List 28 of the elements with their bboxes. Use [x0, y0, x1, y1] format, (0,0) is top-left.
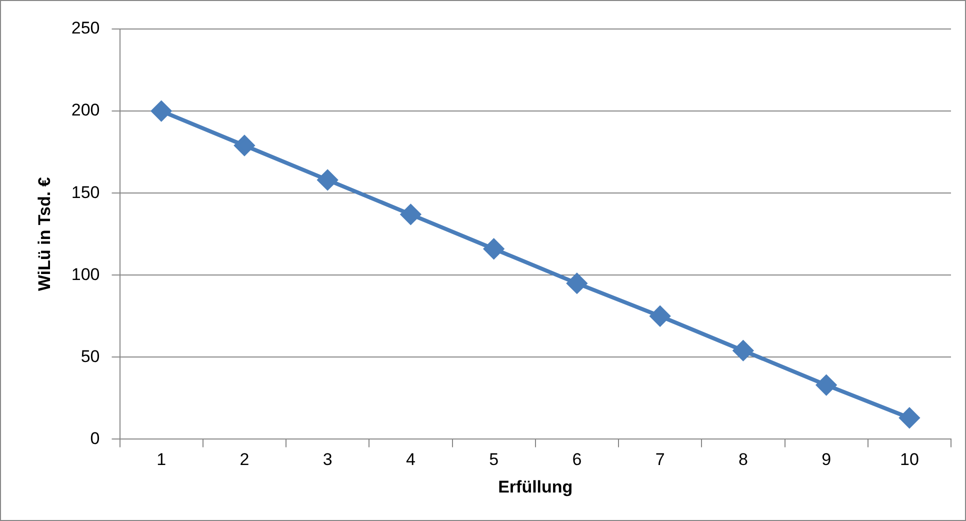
point	[566, 273, 587, 294]
y-tick-label: 0	[90, 428, 100, 448]
x-tick-label: 5	[489, 450, 499, 470]
y-tick-label: 200	[71, 100, 100, 120]
x-tick-label: 10	[900, 450, 919, 470]
x-tick-label: 3	[322, 450, 332, 470]
x-tick-label: 8	[738, 450, 748, 470]
x-tick-label: 6	[572, 450, 582, 470]
y-axis-title: WiLü in Tsd. €	[34, 176, 54, 292]
point	[484, 238, 504, 259]
point	[151, 101, 172, 122]
y-tick-label: 100	[71, 264, 100, 284]
y-tick-label: 250	[71, 18, 100, 38]
point	[400, 204, 421, 224]
point	[733, 340, 754, 361]
y-tick-label: 150	[71, 182, 100, 202]
x-tick-label: 9	[822, 450, 832, 470]
x-tick-label: 7	[655, 450, 665, 470]
x-axis-title: Erfüllung	[498, 477, 573, 496]
x-tick-label: 2	[240, 450, 250, 470]
x-tick-label: 1	[156, 450, 166, 470]
point	[318, 170, 338, 190]
point	[234, 135, 254, 156]
x-tick-label: 4	[406, 450, 416, 470]
point	[816, 375, 836, 396]
point	[899, 408, 920, 428]
y-tick-label: 50	[80, 346, 100, 366]
point	[650, 306, 670, 326]
